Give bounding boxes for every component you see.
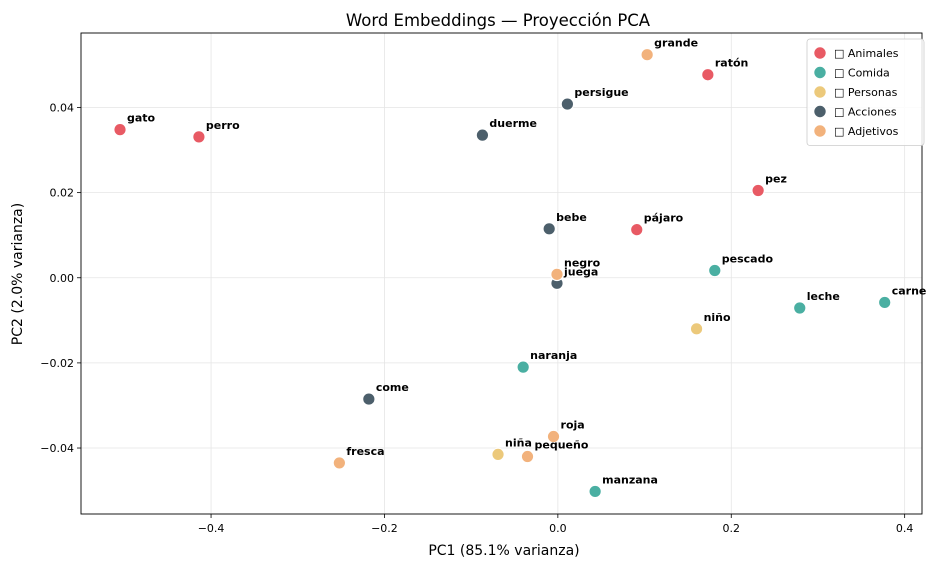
- legend-marker-animales: [813, 46, 827, 60]
- point-animales-3: [751, 183, 765, 198]
- legend-box: [806, 38, 925, 146]
- point-animales-0: [113, 122, 127, 137]
- point-adjetivos-3: [520, 449, 535, 464]
- point-label: persigue: [574, 86, 628, 99]
- legend-label: □ Animales: [834, 47, 899, 60]
- point-comida-2: [792, 301, 807, 315]
- grid: [81, 33, 922, 514]
- chart-title: Word Embeddings — Proyección PCA: [346, 11, 651, 30]
- point-adjetivos-2: [546, 429, 561, 444]
- point-comida-4: [588, 484, 602, 499]
- point-acciones-2: [542, 222, 556, 236]
- x-tick-label: 0.4: [896, 522, 914, 535]
- legend-marker-acciones: [813, 104, 827, 119]
- point-label: pescado: [722, 253, 774, 266]
- point-label: juega: [563, 265, 598, 278]
- point-label: manzana: [602, 473, 658, 486]
- point-label: carne: [892, 284, 927, 297]
- point-labels: gato perro ratón pez pájaro pescado carne leche…: [127, 37, 926, 487]
- x-axis-label: PC1 (85.1% varianza): [428, 543, 579, 559]
- legend: □ Animales □ Comida □ Personas □ Acciones □ …: [806, 38, 925, 146]
- point-adjetivos-4: [332, 456, 347, 470]
- point-label: niña: [505, 436, 532, 449]
- point-label: pez: [765, 172, 787, 185]
- point-comida-3: [516, 360, 530, 374]
- point-label: leche: [807, 290, 840, 303]
- data-points: [113, 47, 892, 499]
- point-label: perro: [206, 119, 240, 132]
- y-tick-label: 0.00: [50, 272, 75, 285]
- point-label: pájaro: [644, 212, 684, 225]
- x-tick-label: −0.2: [371, 522, 398, 535]
- point-acciones-1: [475, 128, 490, 142]
- point-label: pequeño: [535, 439, 589, 452]
- legend-label: □ Acciones: [834, 106, 897, 119]
- point-animales-4: [629, 222, 644, 237]
- point-label: bebe: [556, 211, 587, 224]
- point-acciones-0: [560, 97, 575, 111]
- point-adjetivos-0: [640, 47, 654, 62]
- point-comida-1: [877, 295, 892, 310]
- legend-label: □ Comida: [834, 67, 890, 80]
- y-tick-label: 0.04: [50, 101, 75, 114]
- legend-label: □ Adjetivos: [834, 125, 899, 138]
- point-label: grande: [654, 37, 698, 50]
- y-axis-label: PC2 (2.0% varianza): [10, 203, 26, 345]
- y-tick-label: −0.04: [40, 442, 74, 455]
- point-label: naranja: [530, 349, 577, 362]
- point-comida-0: [707, 263, 722, 278]
- x-tick-label: 0.2: [723, 522, 741, 535]
- point-animales-1: [192, 130, 206, 144]
- point-adjetivos-1: [550, 267, 564, 282]
- legend-marker-comida: [813, 65, 827, 80]
- point-label: niño: [704, 311, 731, 324]
- point-label: gato: [127, 112, 156, 125]
- y-tick-label: 0.02: [50, 187, 75, 200]
- point-label: negro: [564, 256, 601, 269]
- point-label: ratón: [715, 57, 749, 70]
- point-animales-2: [701, 67, 715, 82]
- axis-ticks: −0.4 −0.2 0.0 0.2 0.4 −0.04 −0.02 0.00 0.02 0.04: [40, 101, 913, 535]
- legend-marker-adjetivos: [813, 124, 827, 138]
- point-personas-0: [689, 322, 704, 336]
- point-label: roja: [561, 419, 585, 432]
- x-tick-label: 0.0: [549, 522, 567, 535]
- point-acciones-4: [362, 392, 376, 406]
- point-label: fresca: [346, 445, 384, 458]
- legend-label: □ Personas: [834, 86, 898, 99]
- plot-frame: [80, 32, 923, 515]
- x-tick-label: −0.4: [198, 522, 225, 535]
- point-label: come: [376, 381, 409, 394]
- point-personas-1: [491, 447, 505, 462]
- legend-marker-personas: [813, 85, 827, 99]
- point-label: duerme: [489, 117, 537, 130]
- y-tick-label: −0.02: [40, 357, 74, 370]
